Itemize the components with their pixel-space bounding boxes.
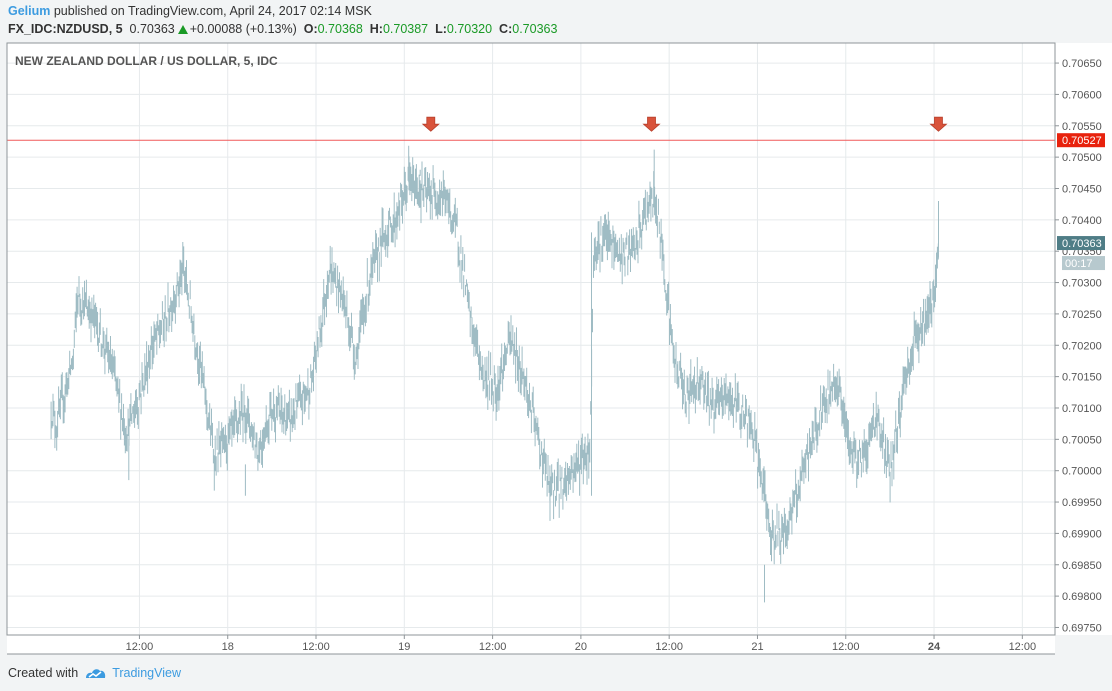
last-price: 0.70363 (129, 22, 175, 36)
y-tick-label: 0.70550 (1062, 121, 1102, 133)
tradingview-logo-icon[interactable] (84, 665, 108, 684)
countdown-label: 00:17 (1065, 258, 1093, 270)
close-label: C: (499, 22, 513, 36)
arrow-markers (421, 116, 948, 132)
y-tick-label: 0.70000 (1062, 466, 1102, 478)
y-tick-label: 0.70650 (1062, 58, 1102, 70)
publication-header: Gelium published on TradingView.com, Apr… (8, 4, 372, 18)
footer: Created with TradingView (8, 665, 181, 684)
x-tick-label: 12:00 (302, 641, 330, 653)
low-label: L: (435, 22, 447, 36)
published-text: published on TradingView.com, April 24, … (53, 4, 372, 18)
x-axis-ticks: 12:00 18 12:00 19 12:00 20 12:00 21 12:00 24 12:00 (126, 635, 1036, 653)
symbol-label: FX_IDC:NZDUSD, 5 (8, 22, 123, 36)
x-tick-label: 12:00 (655, 641, 683, 653)
open-label: O: (303, 22, 318, 36)
plot-frame (6, 42, 1056, 636)
price-bars (50, 145, 939, 603)
countdown-badge (1062, 256, 1105, 271)
ohlc-legend: FX_IDC:NZDUSD, 5 0.70363 +0.00088 (+0.13%… (8, 22, 557, 36)
x-tick-label: 12:00 (832, 641, 860, 653)
y-axis-ticks: 0.69750 0.69800 0.69850 0.69900 0.69950 0.700… (1055, 58, 1102, 634)
x-tick-label: 12:00 (479, 641, 507, 653)
y-tick-label: 0.69850 (1062, 560, 1102, 572)
last-price-badge (1057, 236, 1105, 251)
y-tick-label: 0.69900 (1062, 528, 1102, 540)
high-value: 0.70387 (382, 22, 429, 36)
open-value: 0.70368 (317, 22, 363, 36)
x-tick-label: 19 (398, 641, 410, 653)
author-link[interactable]: Gelium (8, 4, 51, 18)
y-tick-label: 0.70100 (1062, 403, 1102, 415)
y-tick-label: 0.70200 (1062, 340, 1102, 352)
time-axis[interactable] (7, 635, 1055, 654)
y-tick-label: 0.69800 (1062, 591, 1102, 603)
y-tick-label: 0.70400 (1062, 215, 1102, 227)
close-value: 0.70363 (512, 22, 558, 36)
ohlc-bar-series (50, 145, 939, 603)
high-label: H: (369, 22, 383, 36)
chart-title: NEW ZEALAND DOLLAR / US DOLLAR, 5, IDC (15, 54, 278, 68)
x-tick-label: 18 (222, 641, 234, 653)
low-value: 0.70320 (446, 22, 493, 36)
x-tick-label: 20 (575, 641, 587, 653)
y-tick-label: 0.70150 (1062, 372, 1102, 384)
down-arrow-icon (421, 116, 440, 132)
price-change: +0.00088 (+0.13%) (189, 22, 297, 36)
last-price-badge-label: 0.70363 (1062, 238, 1102, 250)
y-tick-label: 0.70250 (1062, 309, 1102, 321)
down-arrow-icon (642, 116, 661, 132)
y-tick-label: 0.70050 (1062, 434, 1102, 446)
y-tick-label: 0.69950 (1062, 497, 1102, 509)
down-arrow-icon (929, 116, 948, 132)
resistance-badge (1057, 133, 1105, 148)
plot-area[interactable] (7, 43, 1055, 635)
y-tick-label: 0.70300 (1062, 278, 1102, 290)
resistance-badge-label: 0.70527 (1062, 135, 1102, 147)
created-with-text: Created with (8, 666, 79, 680)
y-tick-label: 0.70450 (1062, 183, 1102, 195)
x-tick-label: 24 (928, 641, 941, 653)
x-tick-label: 21 (751, 641, 763, 653)
y-tick-label: 0.69750 (1062, 622, 1102, 634)
up-triangle-icon (177, 25, 188, 34)
tradingview-link[interactable]: TradingView (112, 666, 181, 680)
x-tick-label: 12:00 (1009, 641, 1037, 653)
price-badges: 0.70527 00:17 0.70363 (1057, 133, 1105, 271)
y-tick-label: 0.70600 (1062, 89, 1102, 101)
y-tick-label: 0.70350 (1062, 246, 1102, 258)
x-tick-label: 12:00 (126, 641, 154, 653)
y-tick-label: 0.70500 (1062, 152, 1102, 164)
